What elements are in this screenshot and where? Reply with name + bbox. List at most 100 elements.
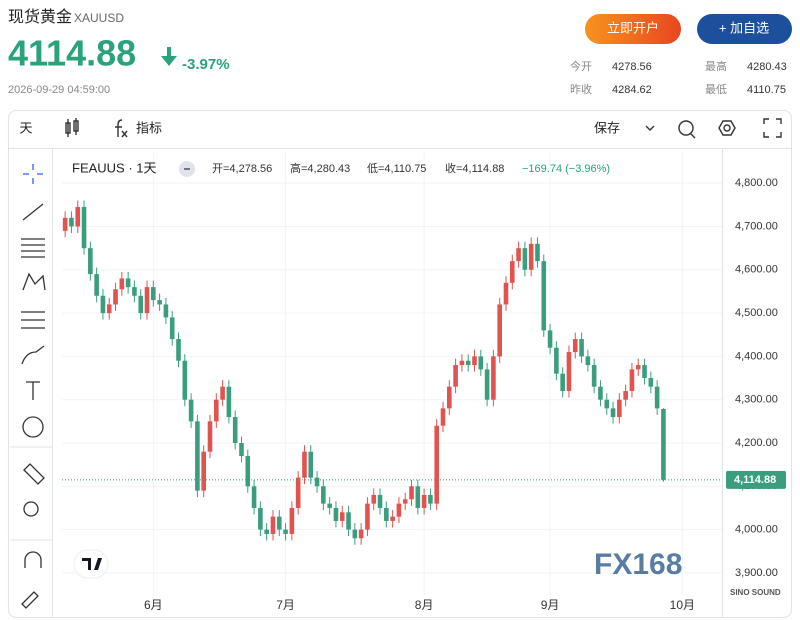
candle-body — [207, 421, 213, 452]
crosshair-tool[interactable] — [23, 164, 43, 184]
candle-body — [302, 451, 307, 478]
candle-body — [327, 503, 332, 508]
candle-body — [195, 421, 200, 491]
candle-type-icon[interactable] — [65, 118, 79, 137]
candle-body — [358, 529, 364, 539]
candle-body — [169, 317, 175, 340]
candle-body — [144, 287, 150, 314]
candle-body — [661, 408, 666, 480]
chart-frame — [8, 110, 792, 618]
candle-body — [62, 217, 68, 231]
candle-body — [232, 417, 238, 444]
save[interactable]: 保存 — [594, 120, 620, 135]
candle-body — [157, 300, 162, 305]
y-tick-label: 4,000.00 — [735, 524, 778, 536]
change: -3.97% — [182, 56, 230, 73]
text-tool[interactable] — [26, 381, 40, 400]
open-account-button[interactable]: 立即开户 — [585, 14, 681, 44]
candle-body — [415, 486, 421, 508]
trend-tool[interactable] — [22, 203, 44, 221]
candle-body — [509, 261, 515, 283]
price: 4114.88 — [8, 33, 136, 74]
fib-tool[interactable] — [21, 238, 45, 258]
ohlc-legend-item: 高=4,280.43 — [290, 161, 350, 175]
symbol: XAUUSD — [74, 11, 124, 25]
candle-body — [88, 248, 93, 275]
candle-body — [484, 369, 490, 400]
candle-body — [333, 507, 339, 521]
candle-body — [535, 243, 540, 262]
candle-body — [604, 399, 610, 409]
add-watch-button[interactable]: + 加自选 — [697, 14, 792, 44]
ohlc-legend-item: 收=4,114.88 — [445, 161, 504, 175]
candle-body — [213, 399, 219, 422]
candle-body — [365, 503, 370, 530]
brush-tool[interactable] — [21, 345, 45, 365]
candle-body — [610, 408, 616, 418]
candle-body — [69, 217, 74, 227]
y-tick-label: 4,800.00 — [735, 177, 778, 189]
pattern-tool[interactable] — [22, 272, 46, 291]
candle-body — [119, 278, 125, 290]
stat-value: 4110.75 — [747, 84, 786, 96]
settings-dot — [723, 124, 731, 132]
candle-body — [106, 304, 112, 314]
candle-body — [201, 451, 206, 491]
zoom-tool[interactable] — [23, 501, 39, 517]
candle-body — [522, 248, 528, 270]
lock-tool[interactable] — [21, 591, 39, 609]
y-tick-label: 3,900.00 — [735, 567, 778, 579]
candle-body — [459, 360, 465, 366]
candle-body — [75, 206, 81, 227]
candle-body — [308, 451, 314, 478]
candle-body — [384, 507, 389, 521]
stat-value: 4280.43 — [747, 61, 787, 73]
x-tick-label: 6月 — [144, 598, 163, 612]
last-price-box — [726, 470, 786, 489]
save-menu[interactable] — [645, 125, 655, 131]
last-price-label: 4,114.88 — [734, 474, 776, 486]
emoji-tool[interactable] — [22, 416, 44, 438]
button-bg — [697, 14, 792, 44]
candle-body — [554, 347, 559, 374]
candle-body — [453, 365, 458, 387]
candle-body — [447, 386, 452, 409]
indicators[interactable]: 指标 — [136, 120, 162, 135]
fullscreen-icon[interactable] — [763, 118, 782, 138]
candle-body — [163, 304, 169, 318]
candle-body — [629, 369, 635, 392]
candle-body — [276, 516, 282, 530]
candle-body — [289, 507, 295, 534]
candle-body — [270, 516, 276, 534]
candle-body — [402, 499, 408, 504]
candle-body — [390, 516, 395, 521]
candle-body — [182, 360, 188, 400]
candle-body — [283, 529, 288, 534]
prediction-tool[interactable] — [21, 311, 45, 329]
candle-body — [465, 360, 471, 366]
candle-body — [188, 399, 194, 422]
candle-body — [491, 356, 496, 400]
y-tick-label: 4,300.00 — [735, 394, 778, 406]
candle-body — [434, 425, 440, 504]
ruler-tool[interactable] — [23, 463, 45, 485]
candle-body — [321, 486, 326, 504]
x-tick-label: 9月 — [541, 598, 560, 612]
timestamp: 2026-09-29 04:59:00 — [8, 84, 110, 96]
magnet-tool[interactable] — [24, 551, 42, 568]
candle-body — [560, 373, 565, 392]
fx-icon[interactable] — [115, 119, 128, 138]
down-arrow — [161, 47, 177, 66]
stat-label: 最低 — [705, 83, 727, 96]
y-tick-label: 4,500.00 — [735, 307, 778, 319]
candle-body — [497, 304, 502, 357]
alert-icon[interactable] — [678, 120, 696, 139]
ohlc-legend-item: −169.74 (−3.96%) — [522, 163, 610, 175]
x-tick-label: 8月 — [415, 598, 434, 612]
candle-body — [264, 529, 269, 534]
candle-body — [377, 494, 383, 508]
candle-body — [295, 477, 301, 508]
interval[interactable]: 天 — [19, 120, 32, 135]
settings-icon[interactable] — [718, 120, 736, 136]
candle-body — [132, 287, 137, 296]
